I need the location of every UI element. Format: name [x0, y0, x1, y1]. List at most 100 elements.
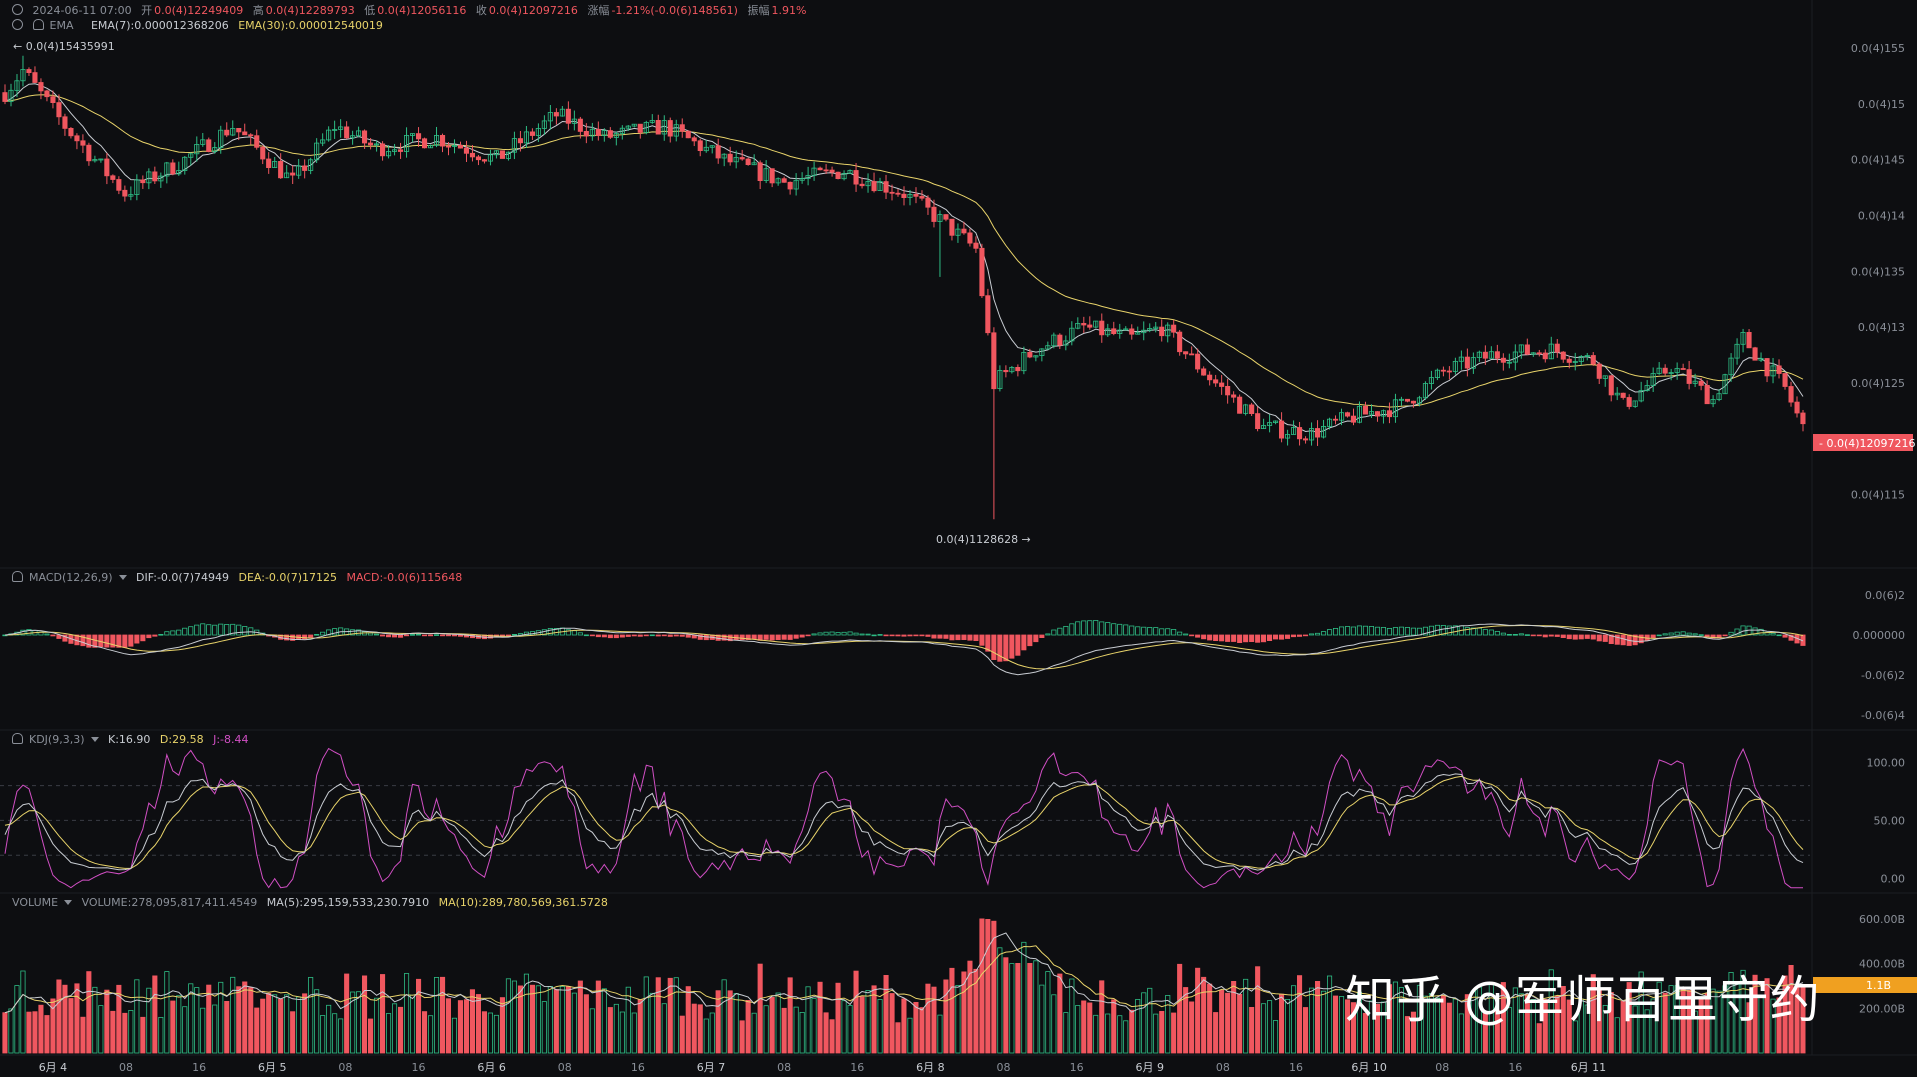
macd-histogram-bar [170, 630, 176, 636]
volume-bar [967, 960, 973, 1054]
volume-bar [1225, 992, 1231, 1054]
candle-body [379, 143, 386, 157]
candle-body [14, 80, 20, 91]
candle-body [727, 153, 733, 163]
macd-histogram-bar [128, 634, 134, 647]
candle-body [1614, 392, 1620, 396]
bell-icon[interactable] [12, 733, 23, 744]
macd-histogram-bar [1177, 631, 1183, 636]
macd-histogram-bar [1698, 634, 1704, 636]
volume-bar [1063, 1012, 1069, 1054]
macd-histogram-bar [1452, 625, 1458, 636]
candle-body [284, 172, 290, 179]
volume-bar [391, 1003, 398, 1054]
chevron-down-icon[interactable] [64, 900, 73, 905]
macd-histogram-bar [829, 631, 835, 636]
volume-bar [1416, 984, 1423, 1054]
macd-histogram-bar [1536, 634, 1542, 637]
macd-pane[interactable] [2, 620, 1806, 676]
bell-icon[interactable] [32, 19, 44, 30]
volume-bar [1309, 987, 1315, 1054]
volume-bar [1740, 969, 1746, 1054]
macd-histogram-bar [1482, 629, 1488, 636]
volume-bar [541, 1001, 547, 1054]
candle [1668, 368, 1674, 381]
candle-body [98, 158, 104, 161]
candle-body [1524, 344, 1530, 355]
volume-pane[interactable] [2, 918, 1806, 1054]
candle-body [1596, 363, 1602, 379]
candle [673, 119, 679, 142]
volume-bar [901, 998, 907, 1054]
candle-body [487, 154, 493, 162]
macd-histogram-bar [865, 633, 871, 636]
volume-bar [176, 995, 182, 1054]
volume-bar [1045, 971, 1051, 1054]
volume-bar [134, 979, 140, 1054]
candle [1578, 355, 1584, 366]
chevron-down-icon[interactable] [90, 737, 99, 742]
chevron-down-icon[interactable] [118, 575, 127, 580]
candle-body [1704, 384, 1710, 405]
candle [1464, 348, 1470, 377]
candle [1201, 366, 1207, 376]
kdj-k-line [4, 773, 1804, 871]
time-tick-label: 08 [1216, 1061, 1230, 1074]
candle-body [385, 151, 392, 157]
volume-bar [499, 997, 505, 1054]
time-tick-label: 6月 5 [258, 1061, 287, 1074]
volume-bar [1105, 1013, 1111, 1054]
candle [1267, 414, 1273, 433]
macd-histogram-bar [1297, 634, 1303, 637]
candle-body [320, 139, 326, 144]
candle-body [1368, 411, 1375, 415]
candle [1542, 349, 1548, 363]
eye-icon[interactable] [12, 4, 23, 15]
volume-axis: 600.00B 400.00B 200.00B [1859, 913, 1905, 1015]
volume-bar [979, 918, 985, 1054]
candle [1656, 362, 1662, 375]
macd-dif-line [4, 623, 1804, 676]
candle [38, 78, 44, 100]
macd-histogram-bar [985, 634, 991, 652]
eye-icon[interactable] [12, 19, 23, 30]
volume-bar [475, 994, 481, 1054]
volume-bar [361, 975, 368, 1054]
candle-body [1554, 343, 1560, 353]
kdj-pane[interactable] [0, 747, 1810, 889]
time-tick-label: 16 [1508, 1061, 1522, 1074]
macd-histogram-bar [769, 634, 775, 641]
volume-bar [757, 963, 763, 1054]
candle [1123, 326, 1129, 331]
volume-bar [1500, 982, 1506, 1054]
candle [1051, 332, 1057, 349]
volume-value: VOLUME:278,095,817,411.4549 [81, 896, 258, 909]
candles[interactable] [2, 55, 1806, 520]
bell-icon[interactable] [12, 571, 23, 582]
volume-bar [1572, 1020, 1578, 1054]
macd-histogram-bar [1033, 634, 1039, 643]
candle [266, 152, 272, 174]
volume-bar [1201, 976, 1207, 1054]
volume-bar [1674, 985, 1680, 1054]
macd-histogram-bar [1638, 634, 1644, 644]
macd-histogram-bar [793, 634, 799, 639]
candle [1350, 408, 1357, 426]
candle [20, 55, 26, 87]
candle-body [961, 228, 967, 234]
candle-body [679, 124, 685, 132]
macd-histogram-bar [1590, 634, 1596, 640]
candle-body [1051, 334, 1057, 347]
macd-histogram-bar [949, 634, 955, 641]
candle-body [733, 157, 739, 163]
volume-bar [571, 992, 577, 1054]
macd-histogram-bar [1572, 634, 1578, 640]
candle [26, 67, 32, 76]
candle-body [829, 169, 835, 173]
candle [1548, 336, 1554, 360]
volume-bar [314, 989, 320, 1054]
candle-body [571, 118, 577, 124]
candle-body [140, 179, 146, 184]
macd-histogram-bar [961, 634, 967, 640]
